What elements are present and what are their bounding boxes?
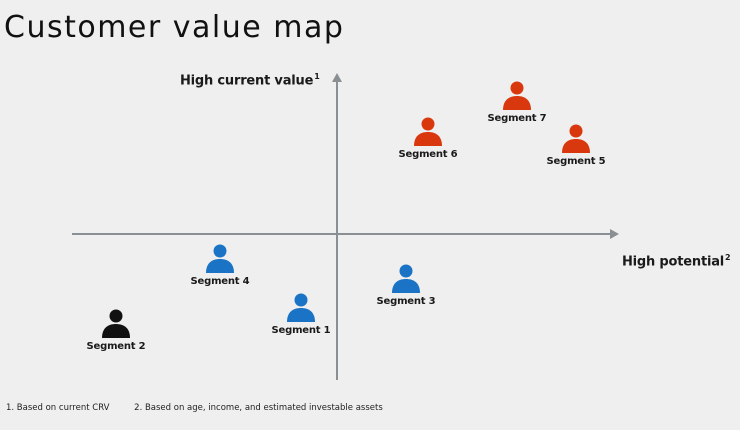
person-icon (102, 309, 130, 338)
x-axis-arrow (610, 229, 619, 239)
y-axis-footnote-marker: 1 (314, 72, 320, 81)
segment-7-marker: Segment 7 (477, 80, 557, 124)
person-icon (414, 117, 442, 146)
segment-4-marker: Segment 4 (180, 243, 260, 287)
footnotes: 1. Based on current CRV 2. Based on age,… (6, 403, 405, 413)
x-axis-line (72, 233, 612, 235)
person-icon (287, 293, 315, 322)
segment-label: Segment 7 (487, 113, 547, 124)
person-icon (562, 124, 590, 153)
person-icon (392, 264, 420, 293)
x-axis-footnote-marker: 2 (725, 253, 731, 262)
segment-3-marker: Segment 3 (366, 263, 446, 307)
y-axis-label-text: High current value (180, 73, 314, 89)
segment-label: Segment 3 (376, 296, 436, 307)
segment-6-marker: Segment 6 (388, 116, 468, 160)
segment-label: Segment 5 (546, 156, 606, 167)
y-axis-label: High current value1 (180, 72, 320, 88)
segment-label: Segment 4 (190, 276, 250, 287)
segment-1-marker: Segment 1 (261, 292, 341, 336)
x-axis-label-text: High potential (622, 254, 725, 270)
footnote-1: 1. Based on current CRV (6, 403, 110, 413)
segment-label: Segment 1 (271, 325, 331, 336)
segment-label: Segment 2 (86, 341, 146, 352)
segment-5-marker: Segment 5 (536, 123, 616, 167)
footnote-2: 2. Based on age, income, and estimated i… (134, 403, 383, 413)
segment-label: Segment 6 (398, 149, 458, 160)
segment-2-marker: Segment 2 (76, 308, 156, 352)
y-axis-arrow (332, 73, 342, 82)
page-title: Customer value map (4, 10, 345, 45)
person-icon (503, 81, 531, 110)
x-axis-label: High potential2 (622, 253, 731, 270)
y-axis-line (336, 82, 338, 380)
person-icon (206, 244, 234, 273)
